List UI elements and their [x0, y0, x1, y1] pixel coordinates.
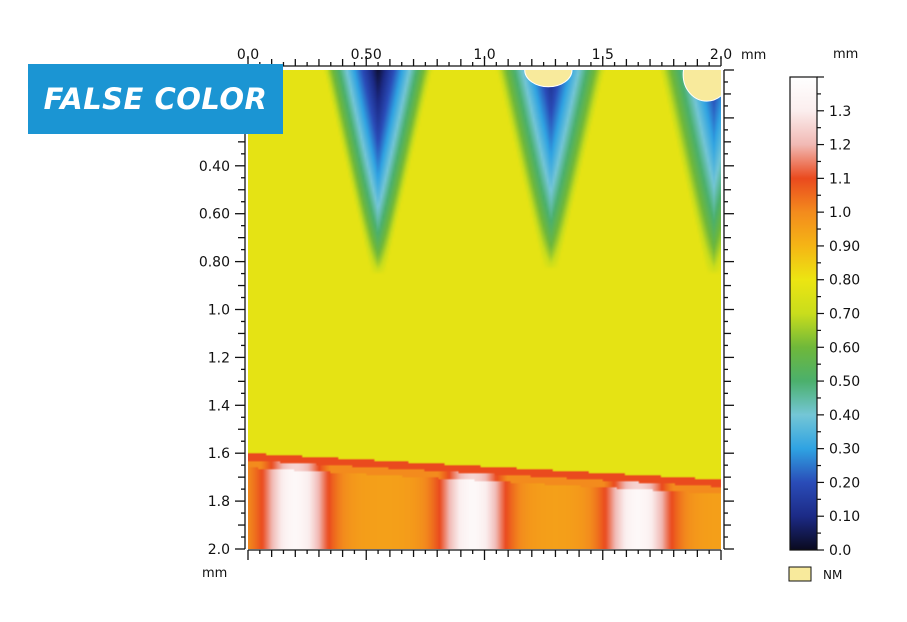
x-tick-label: 1.5 — [592, 47, 614, 63]
colorbar: 0.0 0.10 0.20 0.30 0.40 0.50 0.60 0.70 0.80 0.90 1… — [789, 47, 860, 559]
x-axis-unit: mm — [741, 48, 766, 63]
colorbar-tick-label: 0.40 — [829, 408, 860, 424]
colorbar-unit: mm — [833, 47, 858, 62]
nm-label: NM — [823, 568, 842, 582]
x-axis-ticks: 0.0 0.50 1.0 1.5 2.0 — [237, 47, 732, 560]
y-tick-label: 2.0 — [208, 542, 230, 558]
surface-plot — [248, 70, 721, 549]
colorbar-tick-label: 0.80 — [829, 273, 860, 289]
colorbar-tick-label: 0.50 — [829, 374, 860, 390]
nm-regions — [524, 70, 721, 102]
colorbar-ticks: 0.0 0.10 0.20 0.30 0.40 0.50 0.60 0.70 0.80 0.90 1… — [817, 76, 860, 559]
x-tick-label: 0.0 — [237, 47, 259, 63]
colorbar-tick-label: 0.70 — [829, 307, 860, 323]
nm-legend: NM — [788, 566, 842, 582]
colorbar-tick-label: 0.60 — [829, 340, 860, 356]
y-tick-label: 1.6 — [208, 446, 230, 462]
colorbar-tick-label: 0.0 — [829, 543, 851, 559]
height-map — [248, 70, 721, 549]
y-tick-label: 1.4 — [208, 398, 230, 414]
nm-region-2 — [682, 70, 721, 102]
colorbar-tick-label: 0.30 — [829, 442, 860, 458]
y-axis-ticks: 0.40 0.60 0.80 1.0 1.2 1.4 1.6 1.8 2.0 — [199, 69, 734, 558]
colorbar-tick-label: 0.20 — [829, 475, 860, 491]
y-tick-label: 1.0 — [208, 303, 230, 319]
x-tick-label: 1.0 — [473, 47, 495, 63]
y-tick-label: 0.60 — [199, 207, 230, 223]
banner-text: FALSE COLOR — [43, 82, 268, 116]
y-tick-label: 0.40 — [199, 159, 230, 175]
colorbar-tick-label: 1.2 — [829, 138, 851, 154]
colorbar-tick-label: 1.1 — [829, 171, 851, 187]
y-axis-unit: mm — [202, 566, 227, 581]
x-tick-label: 0.50 — [351, 47, 382, 63]
y-tick-label: 0.80 — [199, 255, 230, 271]
y-tick-label: 1.2 — [208, 350, 230, 366]
nm-region-1 — [524, 70, 573, 88]
colorbar-gradient — [789, 76, 818, 551]
colorbar-tick-label: 0.10 — [829, 509, 860, 525]
colorbar-tick-label: 1.0 — [829, 205, 851, 221]
x-tick-label: 2.0 — [710, 47, 732, 63]
false-color-banner: FALSE COLOR — [28, 64, 283, 134]
colorbar-tick-label: 0.90 — [829, 239, 860, 255]
nm-swatch — [788, 566, 812, 582]
colorbar-tick-label: 1.3 — [829, 104, 851, 120]
y-tick-label: 1.8 — [208, 494, 230, 510]
